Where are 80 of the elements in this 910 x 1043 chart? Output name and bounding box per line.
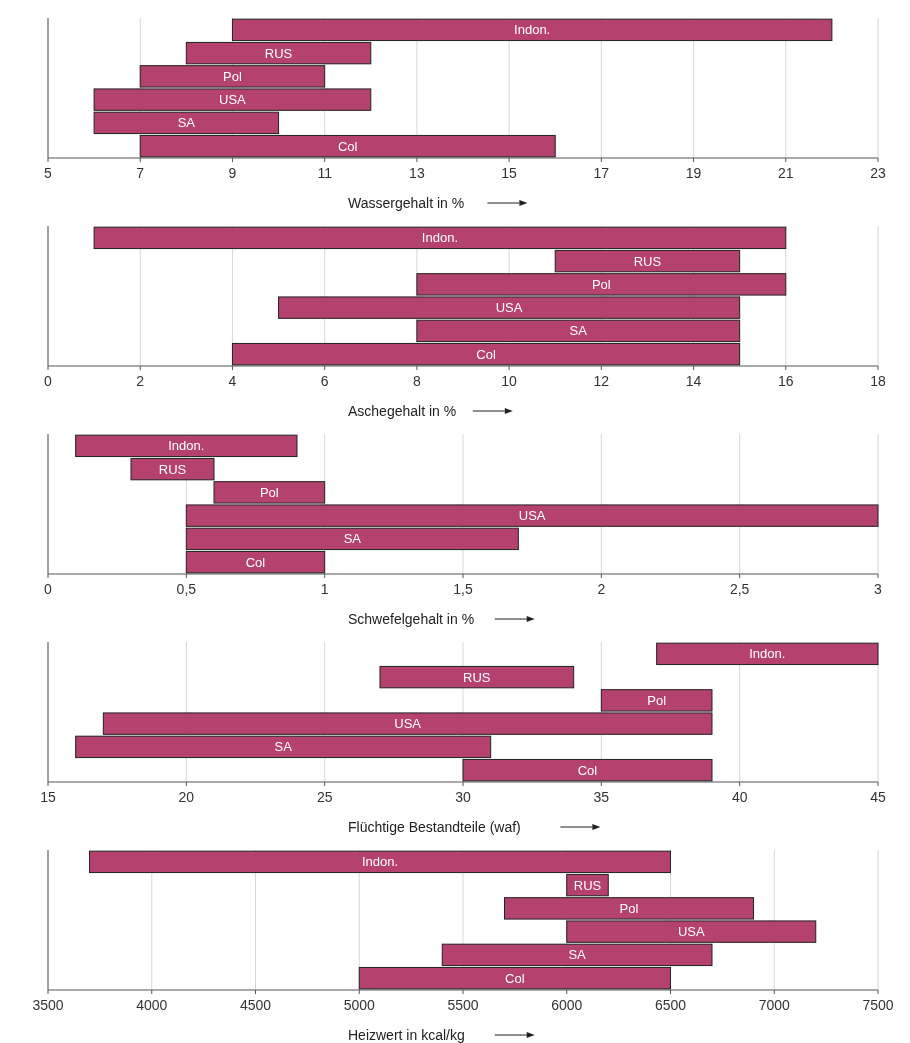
- y-tick-label: Indon.: [749, 646, 786, 662]
- x-tick-label: 6: [320, 373, 329, 389]
- y-tick-label: RUS: [264, 45, 293, 61]
- x-tick-label: 14: [685, 373, 702, 389]
- y-tick-label: Pol: [619, 900, 639, 916]
- x-tick-label: 2: [597, 581, 606, 597]
- y-tick-label: RUS: [633, 253, 662, 269]
- x-tick-label: 19: [685, 165, 702, 181]
- y-tick-label: Pol: [591, 276, 611, 292]
- y-tick-label: SA: [568, 947, 587, 963]
- x-tick-label: 23: [870, 165, 886, 181]
- y-tick-label: USA: [394, 716, 422, 732]
- y-tick-label: RUS: [573, 877, 602, 893]
- y-tick-label: Col: [476, 346, 496, 362]
- x-tick-label: 3: [874, 581, 883, 597]
- y-tick-label: SA: [343, 531, 362, 547]
- x-axis-title: Flüchtige Bestandteile (waf): [348, 819, 521, 835]
- x-tick-label: 5500: [447, 997, 479, 1013]
- x-tick-label: 8: [412, 373, 421, 389]
- bar: [656, 642, 879, 666]
- x-tick-label: 10: [501, 373, 518, 389]
- x-tick-label: 2,5: [729, 581, 750, 597]
- y-tick-label: Col: [577, 762, 598, 778]
- y-tick-label: Col: [505, 970, 525, 986]
- y-tick-label: Pol: [223, 68, 242, 84]
- x-tick-label: 0,5: [176, 581, 197, 597]
- x-tick-label: 9: [228, 165, 237, 181]
- x-tick-label: 5000: [343, 997, 376, 1013]
- x-tick-label: 4000: [136, 997, 168, 1013]
- x-tick-label: 40: [731, 789, 748, 805]
- x-tick-label: 3500: [32, 997, 64, 1013]
- y-tick-label: Pol: [259, 484, 279, 500]
- bar: [379, 665, 575, 689]
- x-tick-label: 7000: [758, 997, 791, 1013]
- x-tick-label: 35: [593, 789, 610, 805]
- x-tick-label: 5: [44, 165, 53, 181]
- x-axis-title: Wassergehalt in %: [348, 195, 465, 211]
- x-tick-label: 15: [501, 165, 518, 181]
- y-tick-label: RUS: [463, 669, 491, 685]
- x-tick-label: 6000: [551, 997, 583, 1013]
- y-tick-label: USA: [677, 924, 705, 940]
- y-tick-label: Indon.: [514, 22, 551, 38]
- x-tick-label: 1: [320, 581, 329, 597]
- x-tick-label: 21: [777, 165, 794, 181]
- y-tick-label: Pol: [647, 692, 667, 708]
- y-tick-label: Col: [337, 138, 358, 154]
- x-tick-label: 2: [136, 373, 145, 389]
- x-tick-label: 4500: [239, 997, 272, 1013]
- y-tick-label: SA: [569, 323, 588, 339]
- y-tick-label: Indon.: [168, 438, 205, 454]
- x-axis-title: Schwefelgehalt in %: [348, 611, 475, 627]
- x-tick-label: 0: [44, 581, 53, 597]
- x-tick-label: 45: [870, 789, 886, 805]
- x-tick-label: 7: [136, 165, 145, 181]
- x-tick-label: 11: [317, 165, 333, 181]
- x-tick-label: 17: [593, 165, 610, 181]
- x-tick-label: 0: [44, 373, 53, 389]
- x-tick-label: 12: [593, 373, 610, 389]
- y-tick-label: USA: [495, 300, 523, 316]
- y-tick-label: SA: [177, 115, 196, 131]
- y-tick-label: Col: [245, 554, 266, 570]
- x-tick-label: 6500: [654, 997, 687, 1013]
- x-tick-label: 18: [870, 373, 886, 389]
- x-tick-label: 15: [40, 789, 56, 805]
- x-tick-label: 1,5: [453, 581, 473, 597]
- y-tick-label: USA: [219, 92, 247, 108]
- y-tick-label: SA: [274, 739, 293, 755]
- x-tick-label: 30: [455, 789, 471, 805]
- x-axis-title: Aschegehalt in %: [348, 403, 457, 419]
- x-axis-title: Heizwert in kcal/kg: [348, 1027, 465, 1043]
- x-tick-label: 16: [777, 373, 794, 389]
- x-tick-label: 4: [228, 373, 237, 389]
- x-tick-label: 7500: [862, 997, 894, 1013]
- x-tick-label: 25: [316, 789, 333, 805]
- y-tick-label: Indon.: [421, 230, 459, 246]
- y-tick-label: Indon.: [361, 854, 399, 870]
- x-tick-label: 20: [178, 789, 195, 805]
- x-tick-label: 13: [409, 165, 425, 181]
- y-tick-label: USA: [518, 508, 546, 524]
- y-tick-label: RUS: [158, 461, 187, 477]
